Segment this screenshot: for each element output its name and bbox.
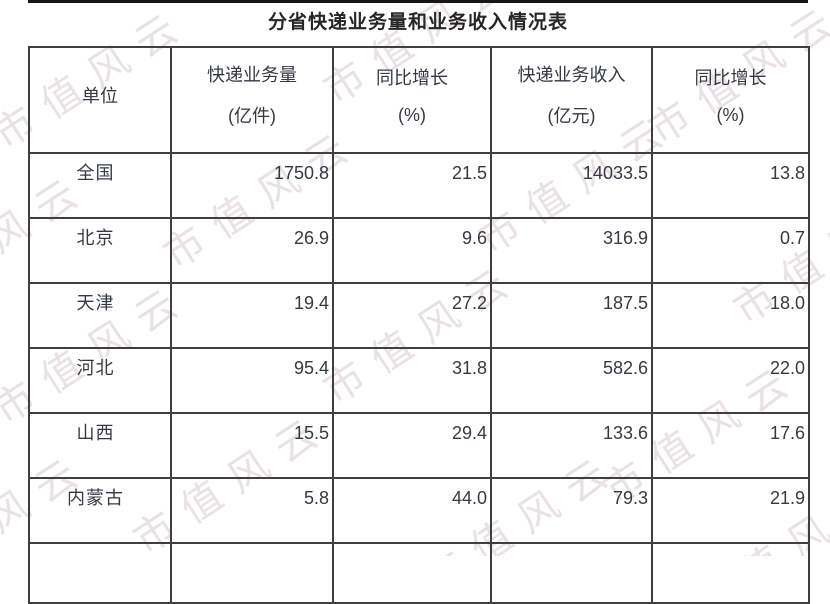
value-cell: 1750.8	[170, 152, 334, 219]
header-cell-revenue-growth: 同比增长 (%)	[651, 46, 810, 154]
header-label: 单位	[82, 85, 118, 106]
region-cell: 天津	[28, 282, 172, 349]
header-unit: (亿元)	[547, 106, 596, 126]
value-cell: 14033.5	[490, 152, 653, 219]
value-cell: 95.4	[170, 347, 334, 414]
value-cell: 0.7	[651, 217, 810, 284]
header-label: 快递业务收入	[517, 65, 626, 85]
header-label: 快递业务量	[207, 65, 297, 85]
value-cell: 15.5	[170, 412, 334, 479]
empty-cell	[651, 542, 810, 604]
value-cell: 5.8	[170, 477, 334, 544]
header-unit: (亿件)	[228, 106, 276, 126]
table-container: 单位 快递业务量 (亿件) 同比增长 (%) 快递业务收入 (亿元) 同比增长 …	[28, 46, 810, 604]
province-express-table: 单位 快递业务量 (亿件) 同比增长 (%) 快递业务收入 (亿元) 同比增长 …	[28, 46, 810, 604]
empty-cell	[28, 542, 172, 604]
header-unit: (%)	[716, 104, 745, 125]
value-cell: 26.9	[170, 217, 334, 284]
value-cell: 187.5	[490, 282, 653, 349]
value-cell: 316.9	[490, 217, 653, 284]
page-title: 分省快递业务量和业务收入情况表	[267, 12, 568, 33]
table-row: 山西 15.5 29.4 133.6 17.6	[28, 412, 810, 479]
region-cell: 河北	[28, 347, 172, 414]
table-row: 内蒙古 5.8 44.0 79.3 21.9	[28, 477, 810, 544]
empty-cell	[170, 542, 334, 604]
value-cell: 13.8	[651, 152, 810, 219]
region-cell: 内蒙古	[28, 477, 172, 544]
top-divider-rule	[28, 0, 808, 3]
value-cell: 79.3	[490, 477, 653, 544]
table-row: 北京 26.9 9.6 316.9 0.7	[28, 217, 810, 284]
header-label: 同比增长	[376, 67, 448, 88]
value-cell: 133.6	[490, 412, 653, 479]
value-cell: 18.0	[651, 282, 810, 349]
table-row-partial	[28, 542, 810, 604]
header-cell-region: 单位	[28, 46, 172, 154]
value-cell: 17.6	[651, 412, 810, 479]
table-row: 全国 1750.8 21.5 14033.5 13.8	[28, 152, 810, 219]
value-cell: 9.6	[332, 217, 492, 284]
value-cell: 29.4	[332, 412, 492, 479]
region-cell: 北京	[28, 217, 172, 284]
header-label: 同比增长	[694, 67, 767, 88]
empty-cell	[332, 542, 492, 604]
value-cell: 22.0	[651, 347, 810, 414]
table-row: 河北 95.4 31.8 582.6 22.0	[28, 347, 810, 414]
value-cell: 21.5	[332, 152, 492, 219]
header-cell-volume: 快递业务量 (亿件)	[170, 46, 334, 154]
value-cell: 31.8	[332, 347, 492, 414]
value-cell: 582.6	[490, 347, 653, 414]
value-cell: 27.2	[332, 282, 492, 349]
empty-cell	[490, 542, 653, 604]
value-cell: 21.9	[651, 477, 810, 544]
header-cell-revenue: 快递业务收入 (亿元)	[490, 46, 653, 154]
header-cell-volume-growth: 同比增长 (%)	[332, 46, 492, 154]
region-cell: 全国	[28, 152, 172, 219]
table-row: 天津 19.4 27.2 187.5 18.0	[28, 282, 810, 349]
header-row: 单位 快递业务量 (亿件) 同比增长 (%) 快递业务收入 (亿元) 同比增长 …	[28, 46, 810, 154]
header-unit: (%)	[398, 104, 426, 125]
value-cell: 19.4	[170, 282, 334, 349]
value-cell: 44.0	[332, 477, 492, 544]
region-cell: 山西	[28, 412, 172, 479]
